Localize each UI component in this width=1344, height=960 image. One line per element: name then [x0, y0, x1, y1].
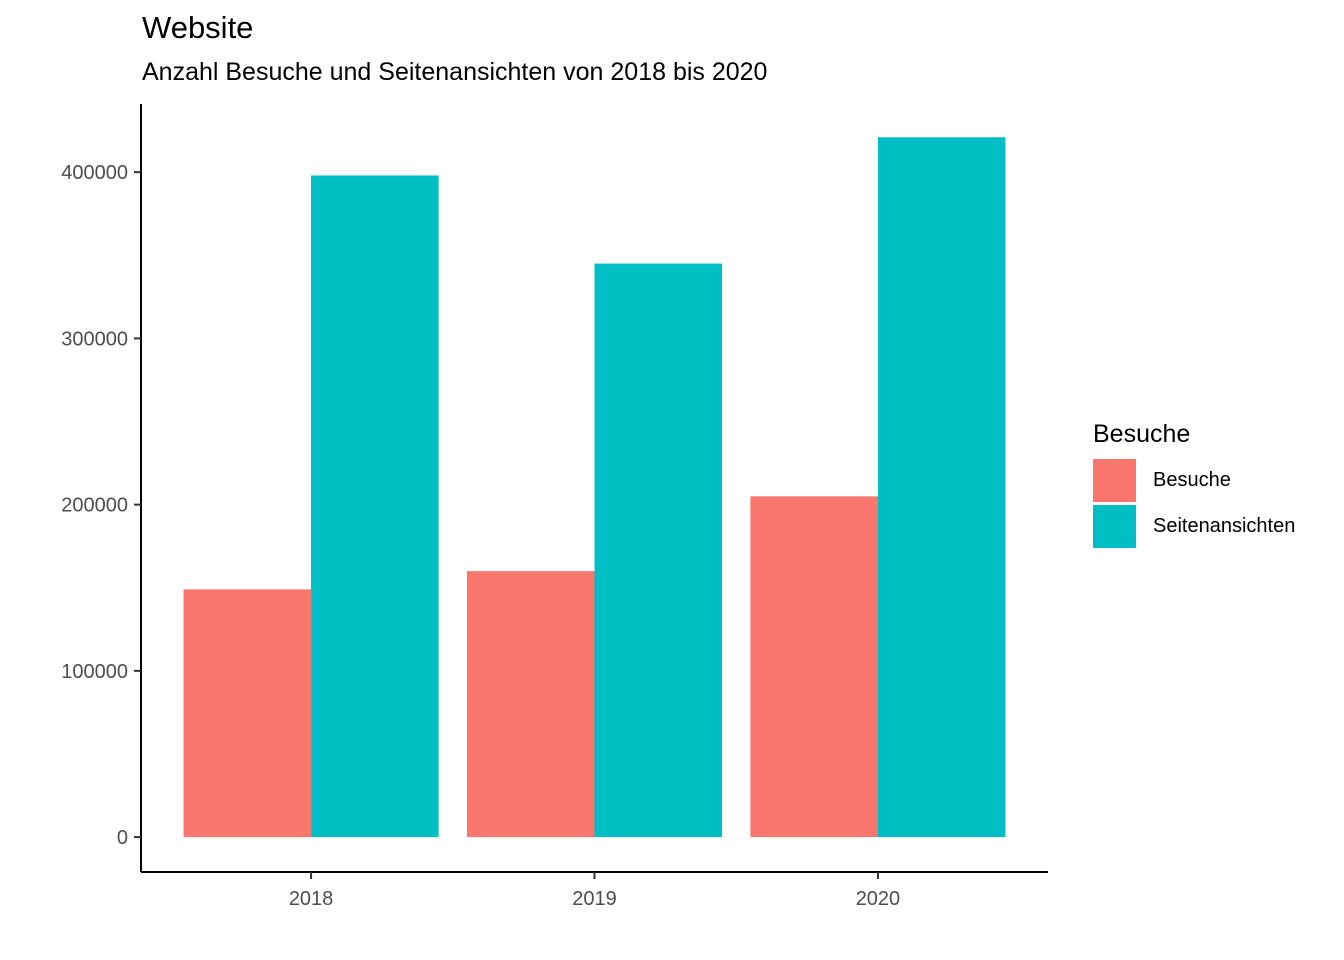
y-tick-label-0: 0 [117, 827, 128, 849]
axes-layer: 0 100000 200000 300000 400000 2018 2019 2020 [61, 104, 1048, 910]
legend-key-besuche [1093, 458, 1136, 502]
x-tick-label-2020: 2020 [856, 888, 901, 910]
y-tick-label-300000: 300000 [61, 328, 128, 350]
y-tick-label-400000: 400000 [61, 162, 128, 184]
legend-label-seitenansichten: Seitenansichten [1153, 514, 1296, 537]
legend: Besuche Besuche Seitenansichten [1093, 420, 1295, 549]
y-tick-label-200000: 200000 [61, 495, 128, 517]
bar-besuche-2019 [466, 571, 595, 838]
bar-seitenansichten-2018 [311, 175, 439, 838]
bar-seitenansichten-2020 [877, 137, 1006, 838]
bar-besuche-2018 [183, 589, 312, 838]
legend-title: Besuche [1093, 420, 1191, 448]
bars-layer [183, 137, 1006, 838]
x-tick-label-2019: 2019 [572, 888, 617, 910]
chart-title: Website [142, 10, 254, 45]
chart-subtitle: Anzahl Besuche und Seitenansichten von 2… [142, 58, 768, 86]
bar-besuche-2020 [750, 496, 878, 838]
y-tick-label-100000: 100000 [61, 661, 128, 683]
x-tick-label-2018: 2018 [289, 888, 334, 910]
legend-key-seitenansichten [1093, 504, 1136, 548]
bar-seitenansichten-2019 [594, 263, 723, 838]
legend-item-besuche: Besuche [1093, 457, 1295, 503]
legend-label-besuche: Besuche [1153, 468, 1231, 491]
legend-item-seitenansichten: Seitenansichten [1093, 503, 1295, 549]
